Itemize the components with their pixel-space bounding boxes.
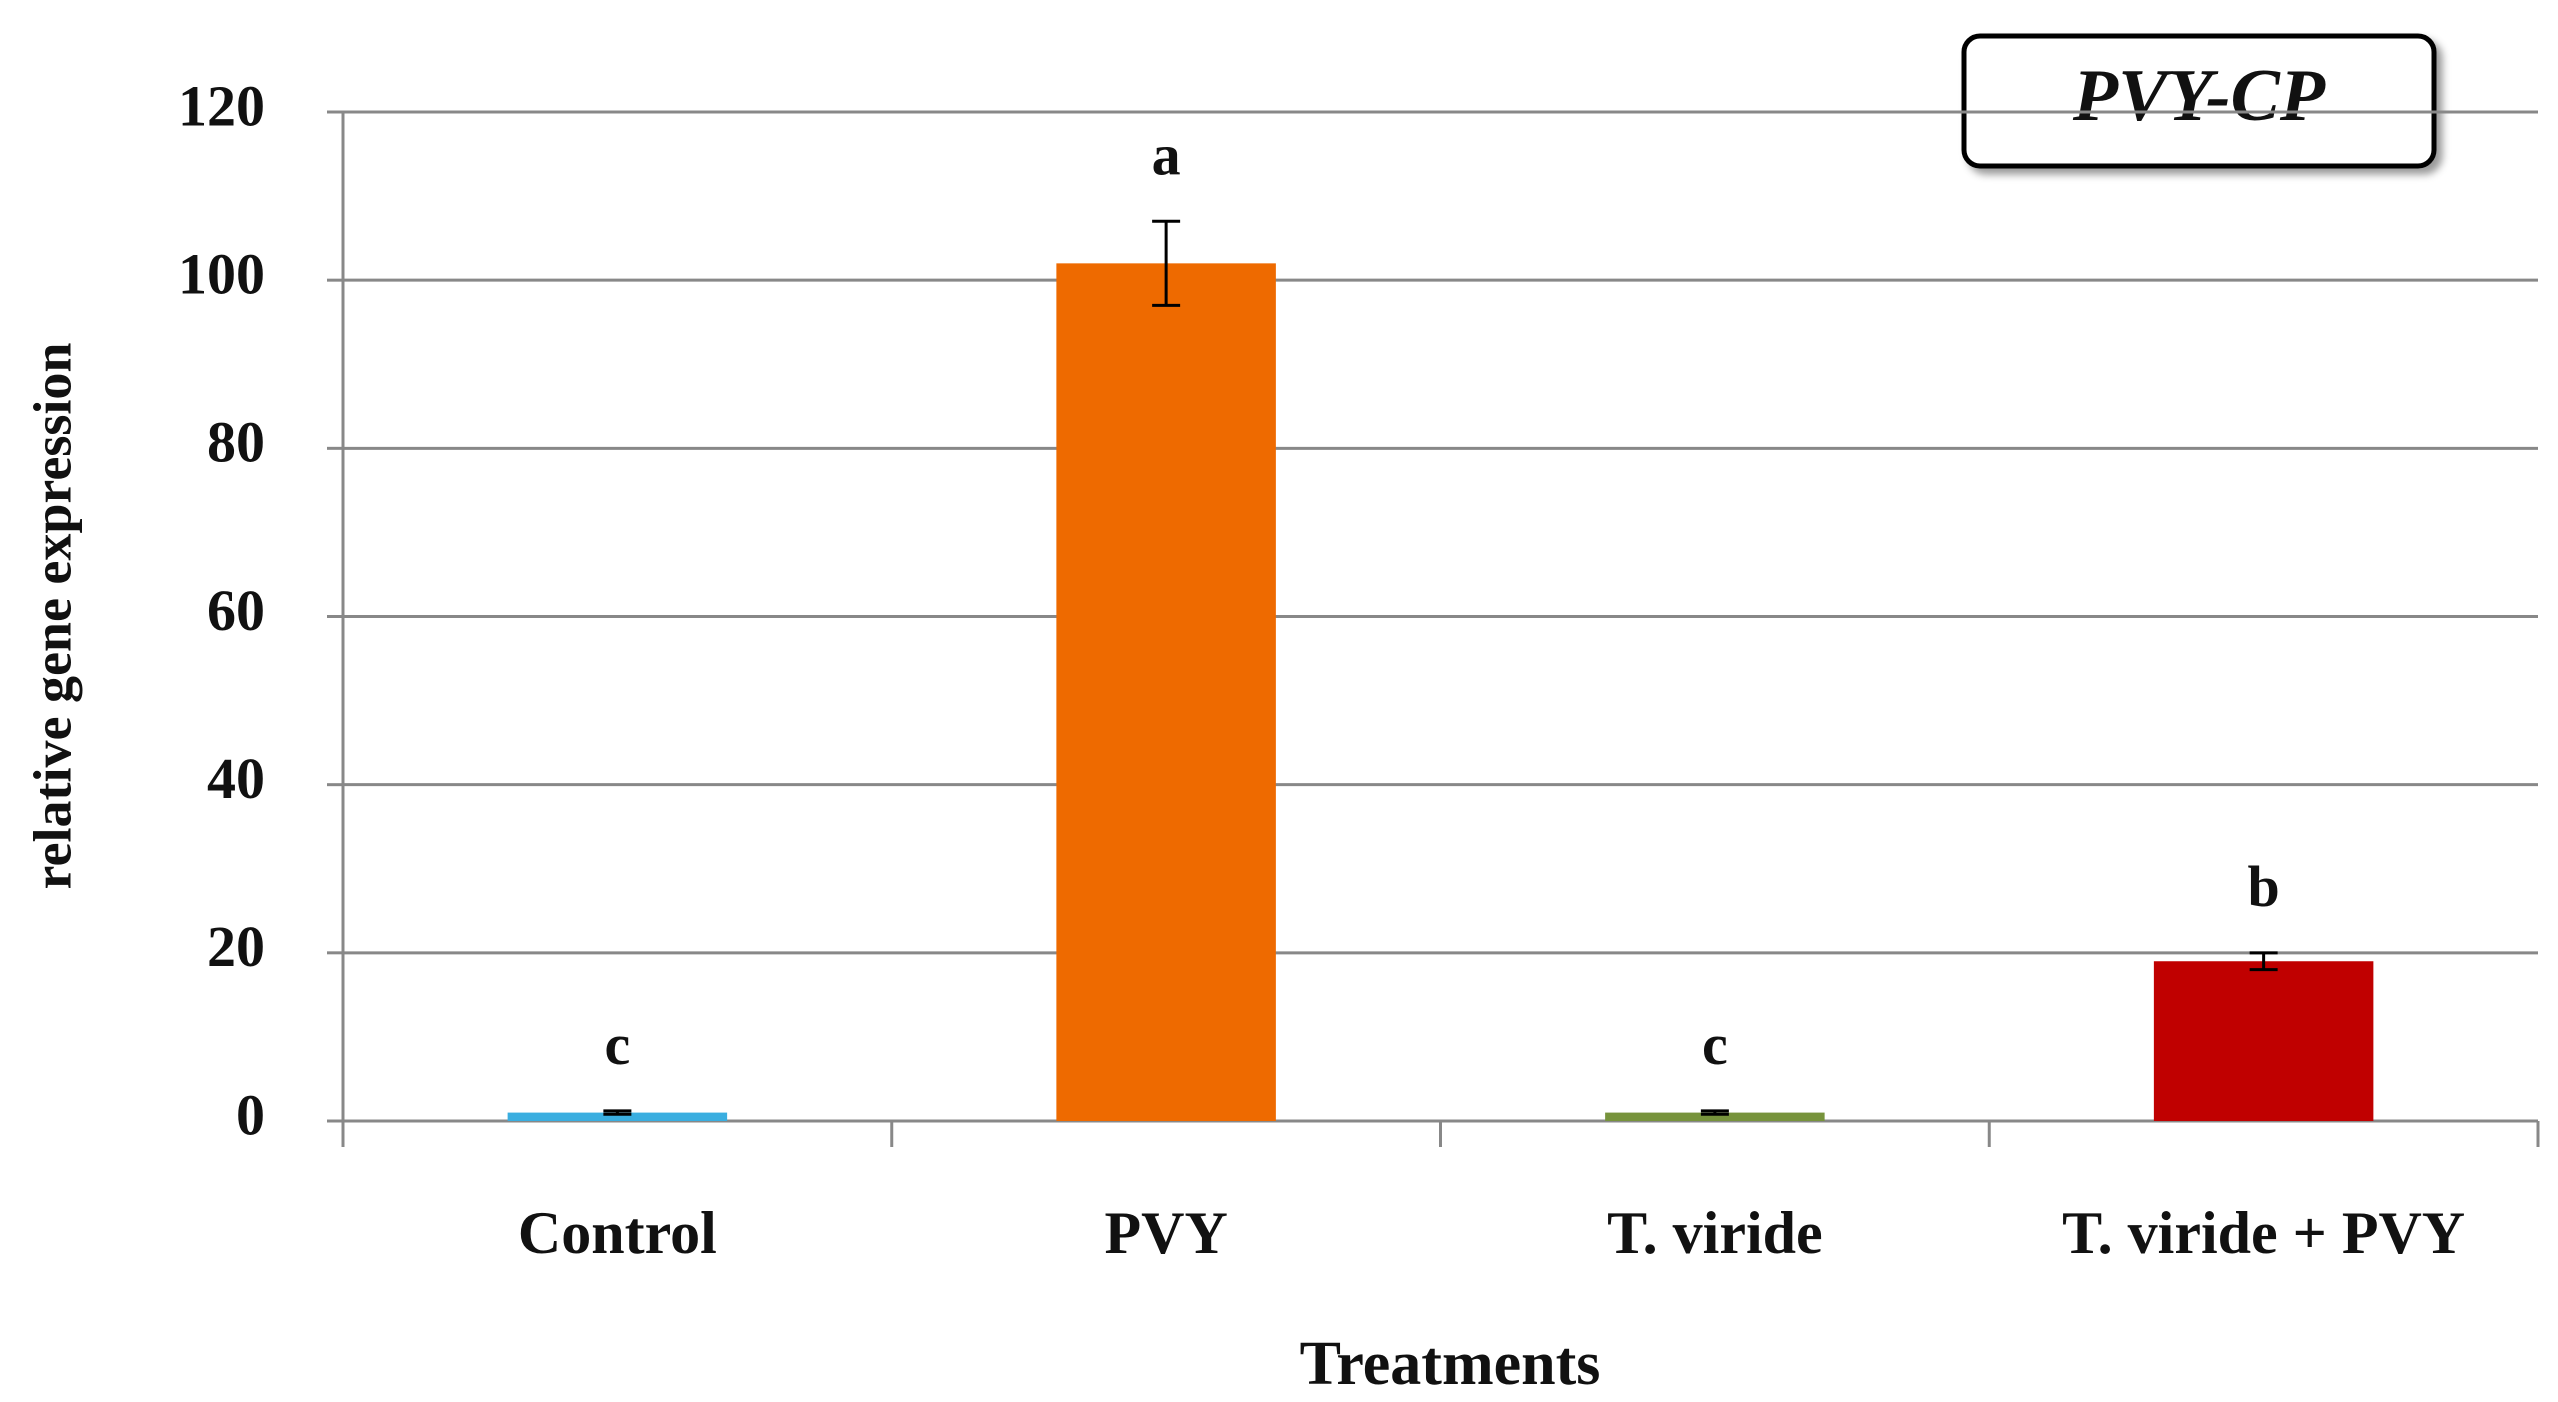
y-tick-label: 120 [178,73,265,138]
error-bar [2249,951,2278,972]
error-bar [1152,219,1181,307]
bar [1056,263,1276,1122]
significance-letter: c [605,1012,631,1077]
significance-letter: a [1152,123,1181,188]
y-tick-label: 0 [236,1082,265,1147]
x-tick-label: T. viride + PVY [2062,1200,2465,1266]
title-box [1961,33,2437,169]
x-tick-label: PVY [1104,1200,1227,1266]
x-tick-label: T. viride [1607,1200,1823,1266]
bar [507,1112,728,1121]
bar [2153,961,2374,1121]
y-tick-label: 20 [207,914,265,979]
bar [1605,1112,1825,1121]
y-tick-label: 60 [207,578,265,643]
chart-title: PVY-CP [2072,55,2326,137]
y-tick-label: 100 [178,241,265,306]
y-tick-label: 40 [207,746,265,811]
error-bar [603,1109,632,1116]
error-bar [1700,1109,1729,1116]
y-axis-title: relative gene expression [22,343,82,890]
y-tick-label: 80 [207,410,265,475]
significance-letter: c [1702,1012,1728,1077]
significance-letter: b [2247,854,2279,919]
x-tick-label: Control [518,1200,717,1266]
x-axis-title: Treatments [1300,1330,1601,1398]
